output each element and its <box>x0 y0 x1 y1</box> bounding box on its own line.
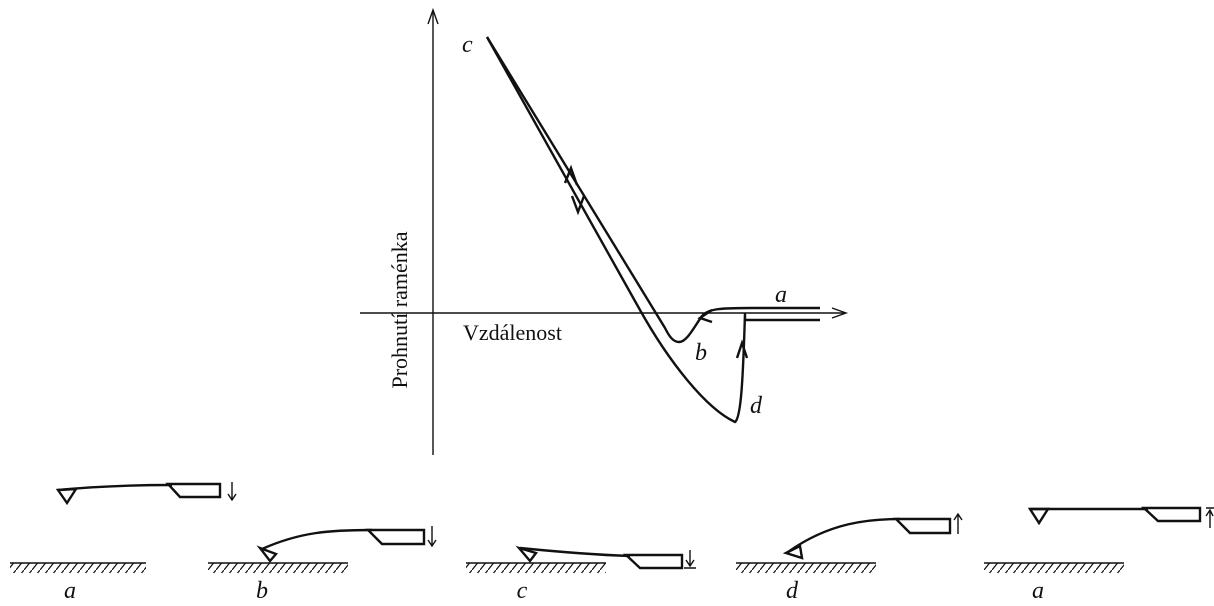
stage-label: b <box>256 578 268 604</box>
stage-label: a <box>1032 578 1044 604</box>
stage-label: c <box>517 578 528 604</box>
stage-label: d <box>786 578 799 604</box>
stage-illustration <box>208 526 437 573</box>
axes <box>360 7 849 455</box>
stage-illustration <box>736 512 963 573</box>
point-label: c <box>462 32 473 58</box>
stage-illustration <box>10 482 237 573</box>
stage-illustration <box>466 545 696 573</box>
point-label: a <box>775 282 787 308</box>
y-axis-label: Prohnutí raménka <box>387 231 412 388</box>
stage-illustration <box>984 506 1214 573</box>
force-curve <box>485 36 820 424</box>
stage-label: a <box>64 578 76 604</box>
x-axis-label: Vzdálenost <box>463 320 562 345</box>
point-label: b <box>695 340 707 366</box>
point-label: d <box>750 393 763 419</box>
